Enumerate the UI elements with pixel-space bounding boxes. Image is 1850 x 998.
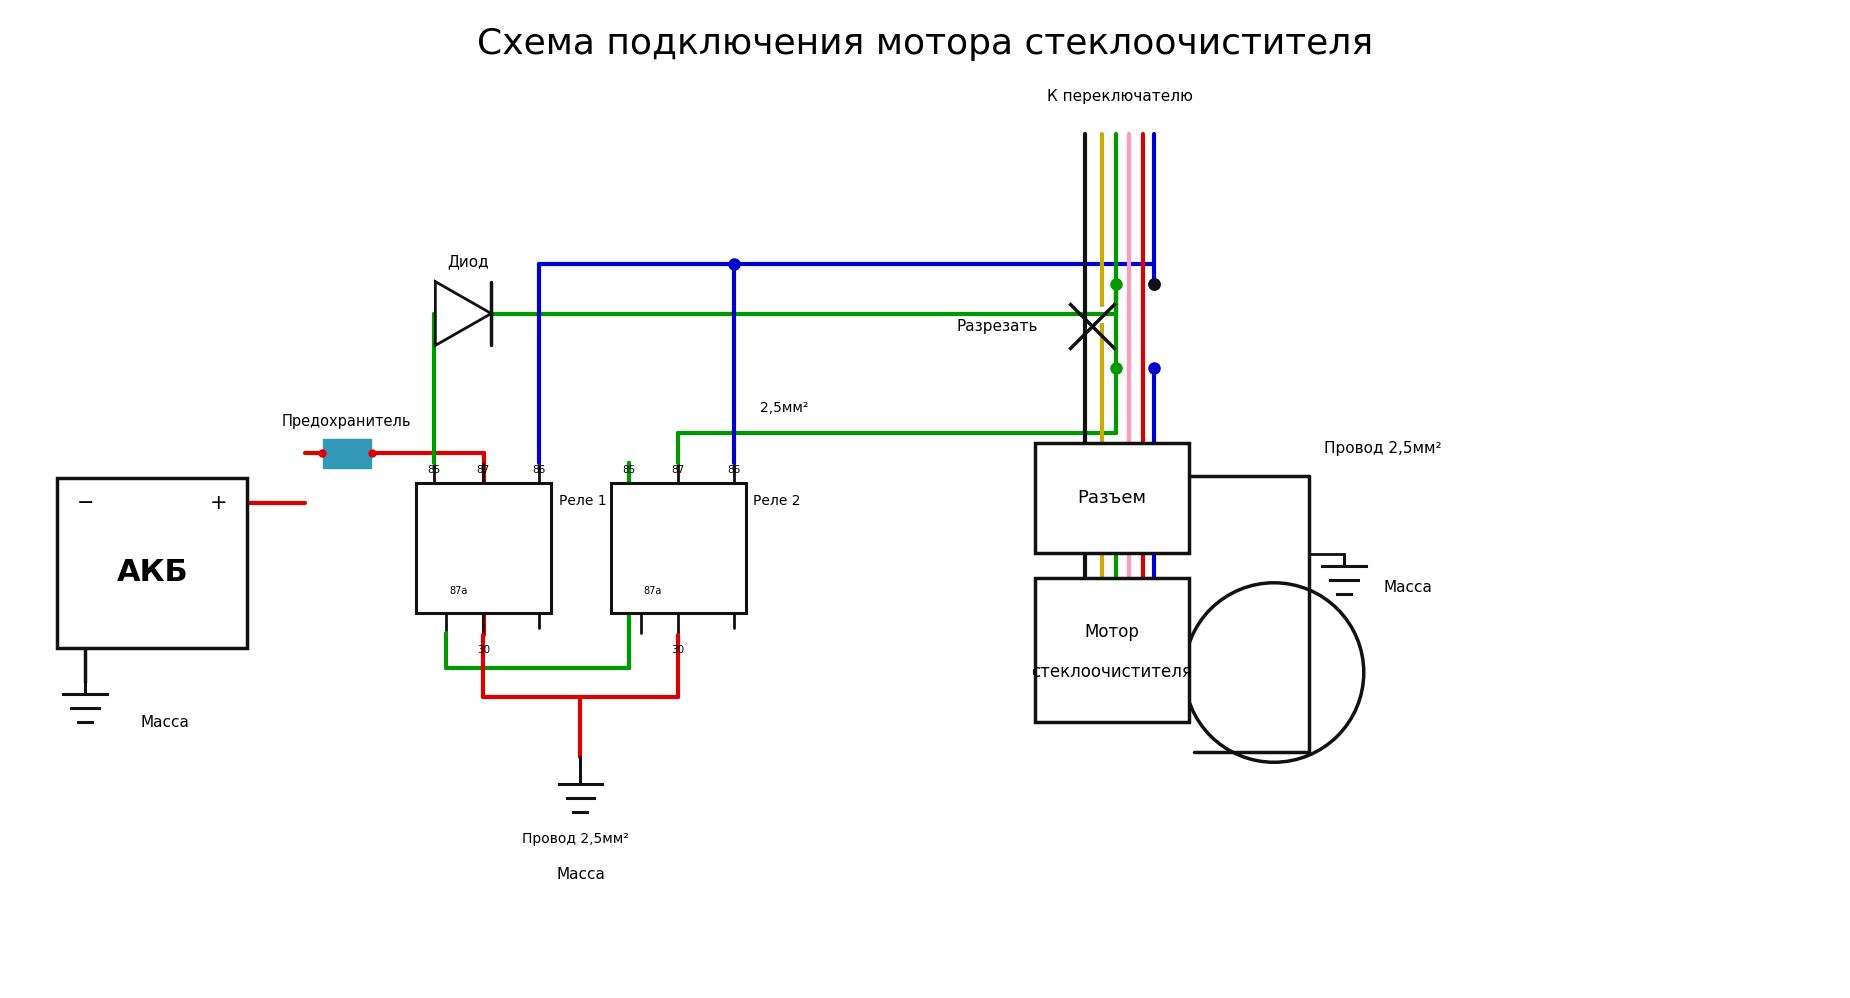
Text: Мотор: Мотор [1084, 623, 1140, 641]
Text: Реле 2: Реле 2 [753, 494, 801, 508]
Text: Масса: Масса [557, 867, 605, 882]
Text: 87: 87 [477, 465, 490, 475]
Text: 85: 85 [427, 465, 440, 475]
Text: Диод: Диод [448, 254, 488, 269]
Text: АКБ: АКБ [117, 558, 189, 587]
Text: 85: 85 [622, 465, 635, 475]
Polygon shape [435, 281, 492, 345]
Text: 30: 30 [477, 645, 490, 655]
Circle shape [1184, 583, 1363, 762]
Text: стеклоочистителя: стеклоочистителя [1032, 663, 1193, 681]
Text: Схема подключения мотора стеклоочистителя: Схема подключения мотора стеклоочистител… [477, 27, 1373, 61]
Text: 86: 86 [727, 465, 740, 475]
Text: 87a: 87a [644, 586, 662, 596]
Bar [610, 483, 746, 613]
Text: Предохранитель: Предохранитель [281, 414, 411, 429]
Text: Масса: Масса [141, 715, 189, 730]
Bar [322, 439, 370, 468]
Text: Масса: Масса [1384, 580, 1432, 595]
Bar [57, 478, 246, 648]
Text: Разрезать: Разрезать [956, 319, 1038, 334]
Text: 87a: 87a [450, 586, 468, 596]
Text: +: + [211, 493, 228, 513]
Bar [1034, 578, 1190, 723]
Text: Реле 1: Реле 1 [559, 494, 607, 508]
Text: 86: 86 [533, 465, 546, 475]
Text: 30: 30 [672, 645, 684, 655]
Bar [416, 483, 551, 613]
Text: Провод 2,5мм²: Провод 2,5мм² [522, 832, 629, 846]
Text: Провод 2,5мм²: Провод 2,5мм² [1325, 441, 1441, 456]
Text: К переключателю: К переключателю [1047, 89, 1193, 104]
Text: Разъем: Разъем [1077, 489, 1147, 507]
Bar [1034, 443, 1190, 553]
Text: 2,5мм²: 2,5мм² [760, 401, 808, 415]
Text: −: − [76, 493, 94, 513]
Text: 87: 87 [672, 465, 684, 475]
